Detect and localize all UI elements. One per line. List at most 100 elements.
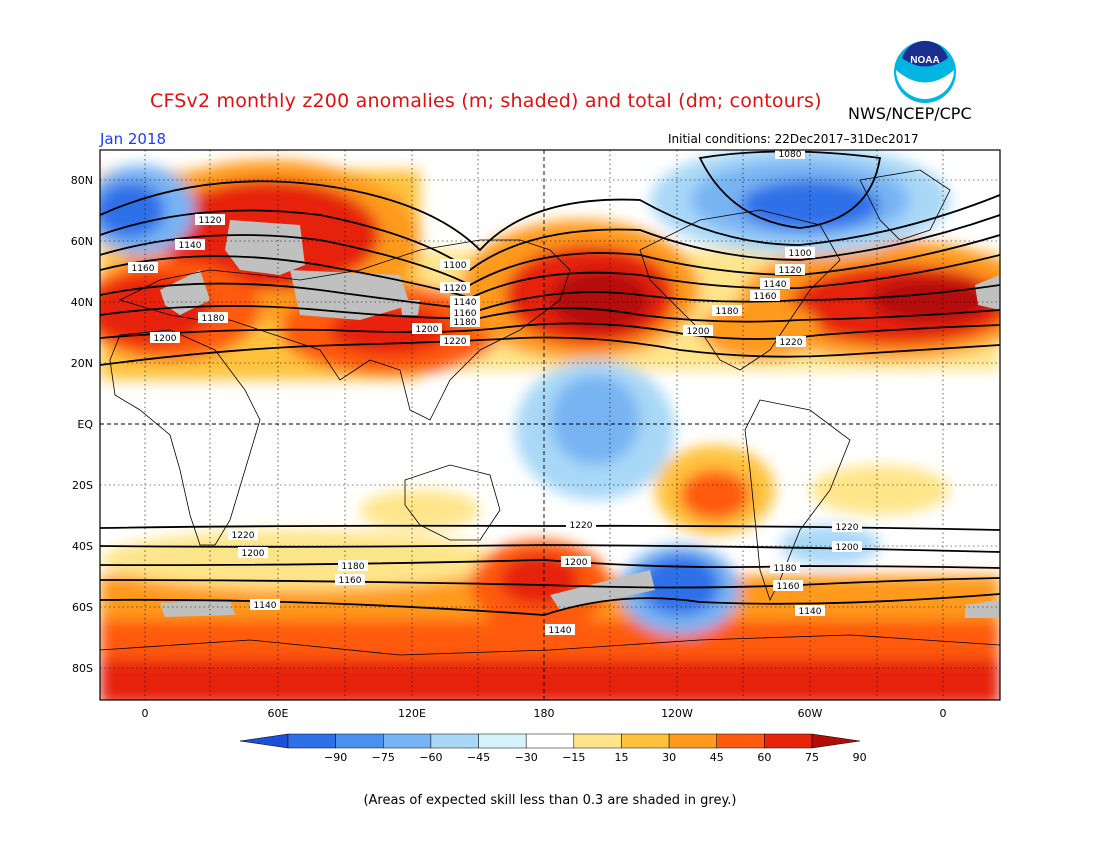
lon-tick-label: 0 [940, 707, 947, 720]
colorbar-swatch [668, 733, 717, 749]
contour-labels: 1080 1100 1100 1120 1120 1120 1140 1140 … [128, 150, 862, 636]
svg-text:1200: 1200 [416, 325, 439, 335]
colorbar-swatch [430, 733, 479, 749]
colorbar-swatch [335, 733, 384, 749]
forecast-month: Jan 2018 [100, 130, 167, 148]
contour-label: 1160 [128, 262, 158, 274]
svg-text:1140: 1140 [549, 626, 572, 636]
colorbar-label: 15 [614, 751, 628, 764]
contour-label: 1140 [795, 605, 825, 617]
colorbar-label: −75 [372, 751, 395, 764]
svg-text:1220: 1220 [444, 337, 467, 347]
colorbar-label: −15 [562, 751, 585, 764]
svg-text:1120: 1120 [779, 266, 802, 276]
svg-text:1180: 1180 [202, 314, 225, 324]
contour-label: 1180 [198, 312, 228, 324]
colorbar-swatch [621, 733, 670, 749]
contour-label: 1200 [412, 323, 442, 335]
contour-label: 1100 [785, 247, 815, 259]
contour-label: 1140 [760, 278, 790, 290]
svg-text:1140: 1140 [254, 601, 277, 611]
svg-text:1180: 1180 [774, 564, 797, 574]
initial-conditions: Initial conditions: 22Dec2017–31Dec2017 [668, 132, 919, 146]
svg-text:1220: 1220 [570, 521, 593, 531]
svg-text:1180: 1180 [454, 318, 477, 328]
low-skill-areas [160, 220, 1000, 618]
contour-label: 1200 [150, 332, 180, 344]
contour-label: 1220 [228, 529, 258, 541]
contour-label: 1220 [832, 521, 862, 533]
lon-tick-label: 120W [661, 707, 693, 720]
colorbar-swatch [478, 733, 527, 749]
svg-text:1160: 1160 [132, 264, 155, 274]
svg-text:1180: 1180 [716, 307, 739, 317]
longitude-axis: 0 60E 120E 180 120W 60W 0 [142, 707, 947, 720]
contour-label: 1180 [770, 562, 800, 574]
contour-label: 1140 [250, 599, 280, 611]
lon-tick-label: 120E [398, 707, 426, 720]
svg-text:1200: 1200 [154, 334, 177, 344]
svg-text:1140: 1140 [454, 298, 477, 308]
contour-label: 1180 [338, 560, 368, 572]
contour-label: 1180 [712, 305, 742, 317]
contour-label: 1140 [175, 239, 205, 251]
noaa-logo-icon: NOAA [894, 40, 956, 103]
lat-tick-label: 80N [71, 174, 93, 187]
colorbar-swatch [716, 733, 765, 749]
lat-tick-label: 80S [72, 662, 93, 675]
contour-label: 1100 [440, 259, 470, 271]
svg-text:1080: 1080 [779, 150, 802, 160]
contour-label: 1200 [832, 541, 862, 553]
contour-label: 1160 [750, 290, 780, 302]
lat-tick-label: 40S [72, 540, 93, 553]
colorbar-swatch [383, 733, 432, 749]
anomaly-field: 1080 1100 1100 1120 1120 1120 1140 1140 … [100, 150, 1000, 700]
svg-text:1220: 1220 [780, 338, 803, 348]
colorbar-label: −30 [515, 751, 538, 764]
colorbar-swatch [525, 733, 575, 749]
organization-label: NWS/NCEP/CPC [848, 104, 972, 123]
contour-label: 1200 [683, 325, 713, 337]
lon-tick-label: 0 [142, 707, 149, 720]
logo-text: NOAA [910, 55, 939, 66]
equator-dateline [100, 150, 1000, 700]
svg-text:1200: 1200 [836, 543, 859, 553]
svg-text:1160: 1160 [754, 292, 777, 302]
svg-text:1120: 1120 [444, 284, 467, 294]
contour-label: 1160 [450, 307, 480, 319]
colorbar-label: 90 [853, 751, 867, 764]
contour-label: 1120 [195, 214, 225, 226]
colorbar-label: 30 [662, 751, 676, 764]
colorbar-arrow-low [239, 733, 289, 749]
contour-label: 1220 [566, 519, 596, 531]
svg-text:1140: 1140 [179, 241, 202, 251]
svg-text:1180: 1180 [342, 562, 365, 572]
colorbar-swatch [287, 733, 336, 749]
lon-tick-label: 60E [268, 707, 289, 720]
contour-label: 1220 [440, 335, 470, 347]
contour-label: 1140 [450, 296, 480, 308]
lat-tick-label: 20N [71, 357, 93, 370]
svg-text:1140: 1140 [764, 280, 787, 290]
svg-text:1100: 1100 [789, 249, 812, 259]
contour-label: 1180 [450, 316, 480, 328]
chart-title: CFSv2 monthly z200 anomalies (m; shaded)… [150, 90, 822, 112]
lat-tick-label: 20S [72, 479, 93, 492]
map-frame [99, 149, 1001, 701]
svg-text:1200: 1200 [687, 327, 710, 337]
colorbar-arrow-high [811, 733, 861, 749]
contour-label: 1080 [775, 150, 805, 160]
svg-text:1160: 1160 [339, 576, 362, 586]
svg-text:1160: 1160 [777, 582, 800, 592]
contour-label: 1220 [776, 336, 806, 348]
lat-tick-label: 40N [71, 296, 93, 309]
contour-label: 1200 [238, 547, 268, 559]
svg-text:1200: 1200 [242, 549, 265, 559]
svg-text:1220: 1220 [232, 531, 255, 541]
svg-text:1200: 1200 [565, 558, 588, 568]
svg-text:1140: 1140 [799, 607, 822, 617]
colorbar-swatch [764, 733, 813, 749]
colorbar-label: −60 [419, 751, 442, 764]
lat-tick-label: 60N [71, 235, 93, 248]
